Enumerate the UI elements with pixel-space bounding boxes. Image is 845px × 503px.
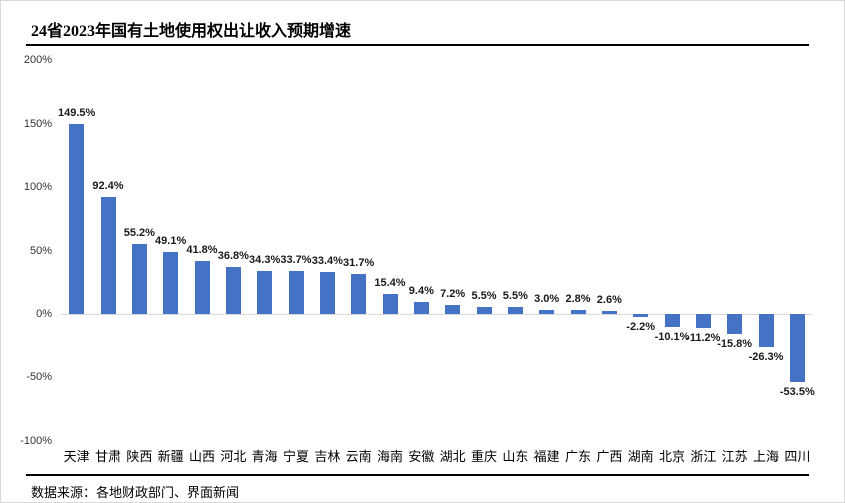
bar-value-label: -2.2% xyxy=(626,320,656,333)
bar-value-label: 33.7% xyxy=(280,254,312,267)
bar xyxy=(789,314,805,382)
bar xyxy=(539,310,555,314)
x-axis-label: 陕西 xyxy=(126,449,153,464)
bar xyxy=(351,273,367,314)
x-axis-label: 新疆 xyxy=(157,449,184,464)
x-axis-label: 四川 xyxy=(784,449,811,464)
bar xyxy=(100,196,116,314)
x-axis-label: 安徽 xyxy=(408,449,435,464)
y-axis-tick-label: -50% xyxy=(26,371,52,384)
bar-value-label: 5.5% xyxy=(502,290,528,303)
bar-value-label: 55.2% xyxy=(123,227,155,239)
bar xyxy=(69,124,85,314)
x-axis-label: 福建 xyxy=(533,449,560,464)
bar-value-label: 9.4% xyxy=(408,285,434,298)
bar xyxy=(664,314,680,327)
bar-value-label: 41.8% xyxy=(186,243,218,256)
bar-value-label: 7.2% xyxy=(440,287,466,300)
bar-value-label: 33.4% xyxy=(311,254,343,267)
bar xyxy=(695,314,711,329)
bar xyxy=(633,314,649,317)
bar-value-label: -53.5% xyxy=(779,385,815,398)
bar-value-label: 2.8% xyxy=(565,293,591,306)
x-axis-label: 吉林 xyxy=(314,449,341,464)
bar-value-label: 5.5% xyxy=(471,290,497,303)
x-axis-line xyxy=(61,314,813,315)
bar-value-label: -26.3% xyxy=(748,351,784,364)
y-axis-tick-label: 100% xyxy=(23,181,52,194)
x-axis-label: 广西 xyxy=(596,449,623,464)
bar xyxy=(476,307,492,314)
x-axis-label: 山东 xyxy=(502,449,529,464)
x-axis-label: 重庆 xyxy=(470,449,497,464)
bar xyxy=(163,251,179,314)
bar-value-label: 36.8% xyxy=(217,250,249,263)
bar xyxy=(288,271,304,314)
bar-value-label: -11.2% xyxy=(686,332,721,345)
bar xyxy=(570,310,586,314)
y-axis-tick-label: -100% xyxy=(20,434,52,447)
x-axis-label: 上海 xyxy=(752,449,779,464)
bar-value-label: 3.0% xyxy=(534,293,560,306)
bar xyxy=(445,304,461,314)
bar xyxy=(758,314,774,348)
bar-value-label: 149.5% xyxy=(58,107,96,120)
bar xyxy=(131,244,147,314)
y-axis-tick-label: 150% xyxy=(23,117,52,130)
x-axis-label: 北京 xyxy=(658,449,685,464)
bar xyxy=(382,294,398,314)
bar xyxy=(601,310,617,314)
y-axis-tick-label: 50% xyxy=(29,244,52,257)
bar xyxy=(507,307,523,314)
bar-value-label: -15.8% xyxy=(717,338,753,351)
bar-value-label: 34.3% xyxy=(249,253,281,266)
x-axis-label: 湖南 xyxy=(627,449,654,464)
x-axis-label: 广东 xyxy=(564,449,591,464)
title-divider-rule xyxy=(26,44,809,46)
y-axis-tick-label: 0% xyxy=(36,308,52,320)
bar-value-label: 92.4% xyxy=(92,179,124,192)
bar xyxy=(413,302,429,314)
chart-title: 24省2023年国有土地使用权出让收入预期增速 xyxy=(31,23,352,40)
bar xyxy=(225,267,241,314)
bar xyxy=(319,271,335,314)
bar-value-label: 49.1% xyxy=(155,234,187,247)
x-axis-label: 山西 xyxy=(188,449,215,464)
x-axis-label: 湖北 xyxy=(439,449,466,464)
bar xyxy=(194,260,210,314)
x-axis-label: 天津 xyxy=(63,449,90,464)
bar-value-label: 31.7% xyxy=(343,256,375,269)
x-axis-label: 青海 xyxy=(251,449,278,464)
x-axis-label: 江苏 xyxy=(721,449,748,464)
footer-divider-rule xyxy=(26,474,809,476)
y-axis-tick-label: 200% xyxy=(23,54,52,67)
bar xyxy=(257,270,273,314)
bar xyxy=(727,314,743,335)
data-source-note: 数据来源：各地财政部门、界面新闻 xyxy=(31,485,240,500)
x-axis-label: 云南 xyxy=(345,449,372,464)
x-axis-label: 海南 xyxy=(376,449,403,464)
bar-value-label: 2.6% xyxy=(596,293,622,306)
bar-value-label: -10.1% xyxy=(654,330,690,343)
bar-value-label: 15.4% xyxy=(374,277,406,290)
x-axis-label: 浙江 xyxy=(690,449,717,464)
x-axis-label: 甘肃 xyxy=(94,449,121,464)
x-axis-label: 河北 xyxy=(220,449,247,464)
x-axis-label: 宁夏 xyxy=(282,449,309,464)
